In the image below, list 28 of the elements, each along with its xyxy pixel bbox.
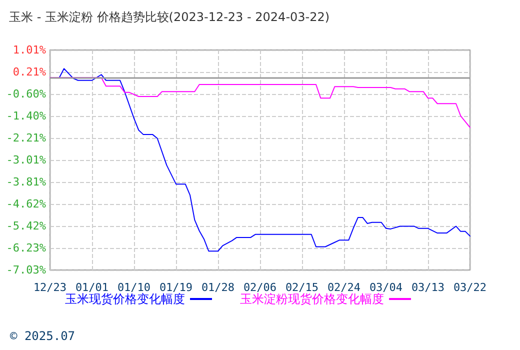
- y-tick-label: -5.42%: [6, 219, 46, 232]
- y-tick-label: -3.81%: [6, 175, 46, 188]
- y-tick-label: -2.21%: [6, 132, 46, 145]
- x-tick-label: 03/22: [453, 281, 487, 294]
- y-tick-label: -6.23%: [6, 242, 46, 255]
- x-tick-label: 02/15: [285, 281, 319, 294]
- y-tick-label: -7.03%: [6, 264, 46, 276]
- legend-label: 玉米淀粉现货价格变化幅度: [240, 292, 384, 306]
- x-tick-label: 01/01: [75, 281, 109, 294]
- x-tick-label: 01/19: [159, 281, 193, 294]
- line-series: [58, 68, 470, 252]
- y-tick-label: -3.01%: [6, 154, 46, 166]
- x-tick-label: 02/06: [243, 281, 277, 294]
- y-tick-label: -4.62%: [6, 198, 46, 211]
- x-tick-label: 01/10: [117, 281, 151, 294]
- chart-title: 玉米 - 玉米淀粉 价格趋势比较(2023-12-23 - 2024-03-22): [9, 10, 330, 24]
- x-tick-label: 12/23: [33, 281, 67, 294]
- y-tick-label: 1.01%: [12, 44, 46, 56]
- x-tick-label: 03/13: [411, 281, 445, 294]
- legend-label: 玉米现货价格变化幅度: [65, 292, 185, 306]
- y-tick-label: -0.60%: [6, 88, 46, 101]
- y-tick-label: 0.21%: [12, 65, 46, 78]
- line-series: [50, 77, 470, 128]
- x-tick-label: 02/24: [327, 281, 361, 294]
- text: © 2025.07: [10, 329, 76, 343]
- x-tick-label: 03/04: [369, 281, 403, 294]
- x-tick-label: 01/28: [201, 281, 235, 294]
- y-tick-label: -1.40%: [6, 109, 46, 122]
